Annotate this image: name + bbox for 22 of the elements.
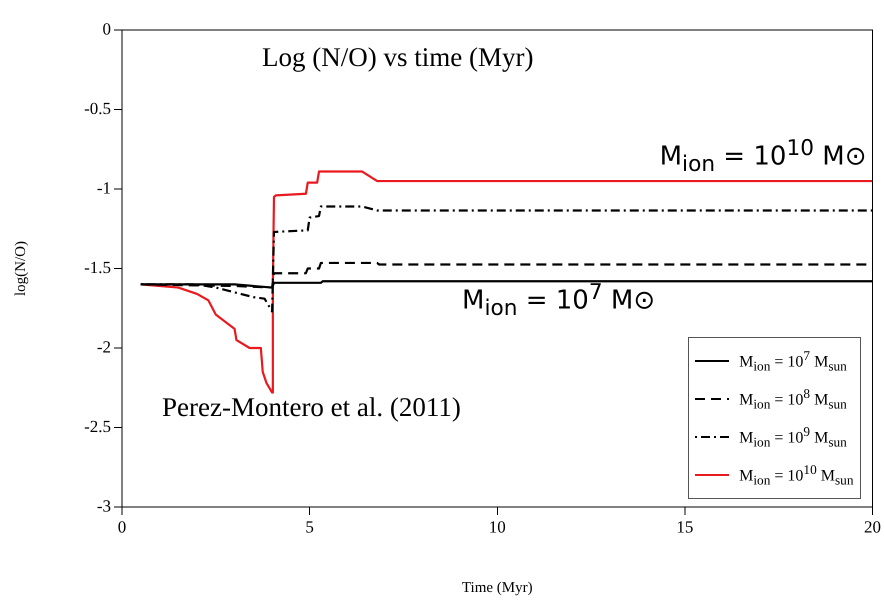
x-tick-label: 20 [864, 518, 881, 537]
y-tick-label: -0.5 [84, 98, 111, 118]
y-tick-label: -2.5 [84, 416, 111, 436]
y-axis-title: log(N/O) [12, 241, 29, 296]
legend-label: M$_{ion}$ = 10$^{9}$ M$_{sun}$ [739, 424, 847, 450]
x-axis-title: Time (Myr) [462, 580, 533, 596]
y-tick-label: -1 [96, 178, 111, 198]
x-tick-label: 5 [305, 518, 314, 537]
y-tick-label: -2 [96, 337, 111, 356]
annotation: M$_{ion}$ = 10$^{7}$ M⊙ [462, 280, 656, 321]
annotation: M$_{ion}$ = 10$^{10}$ M⊙ [660, 136, 866, 177]
annotation: Perez-Montero et al. (2011) [162, 392, 461, 423]
x-tick-label: 0 [118, 518, 126, 537]
legend-label: M$_{ion}$ = 10$^{8}$ M$_{sun}$ [739, 386, 847, 412]
legend-label: M$_{ion}$ = 10$^{10}$ M$_{sun}$ [739, 462, 854, 488]
chart-title: Log (N/O) vs time (Myr) [262, 42, 534, 73]
x-tick-label: 10 [488, 518, 506, 537]
x-tick-label: 15 [676, 518, 694, 537]
y-tick-label: -1.5 [84, 258, 111, 277]
y-tick-label: -3 [96, 496, 111, 516]
y-tick-label: 0 [102, 19, 111, 38]
legend-label: M$_{ion}$ = 10$^{7}$ M$_{sun}$ [739, 348, 847, 374]
